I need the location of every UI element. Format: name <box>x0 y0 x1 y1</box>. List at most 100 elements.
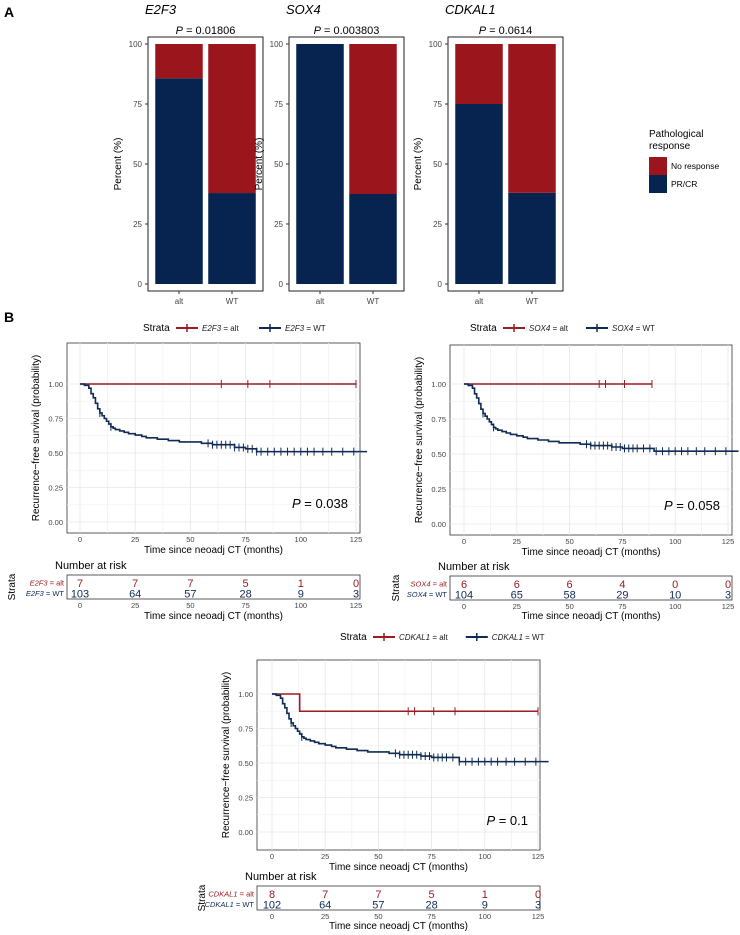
legend-swatch-prcr <box>649 175 667 193</box>
y-tick-label: 100 <box>270 40 284 49</box>
panel-label-b: B <box>4 309 14 325</box>
gene-title: CDKAL1 <box>445 2 496 17</box>
legend-label-no-response: No response <box>671 161 719 171</box>
risk-row-label-0: CDKAL1 = alt <box>208 890 255 899</box>
y-tick-label: 0.25 <box>48 484 63 493</box>
x-tick-label: 0 <box>270 852 274 861</box>
y-tick-label: 100 <box>129 40 143 49</box>
x-tick-label: 50 <box>565 537 573 546</box>
y-tick-label: 0.75 <box>431 415 446 424</box>
risk-x-tick-label: 25 <box>321 912 329 921</box>
risk-value: 57 <box>372 900 384 912</box>
y-tick-label: 0.25 <box>238 794 253 803</box>
risk-row-label-0: E2F3 = alt <box>30 579 65 588</box>
risk-x-tick-label: 50 <box>374 912 382 921</box>
legend-label-0: E2F3 = alt <box>202 324 239 333</box>
legend-label-prcr: PR/CR <box>671 179 697 189</box>
risk-value: 0 <box>535 889 541 901</box>
y-tick-label: 0.50 <box>238 759 253 768</box>
km-chart-e2f3: Strata E2F3 = alt E2F3 = WT0.000.250.500.7… <box>7 323 368 622</box>
y-axis-label: Percent (%) <box>113 138 124 191</box>
y-tick-label: 50 <box>274 160 283 169</box>
risk-table-title: Number at risk <box>438 561 510 573</box>
y-tick-label: 0.50 <box>48 449 63 458</box>
legend-label-0: CDKAL1 = alt <box>399 633 448 642</box>
risk-value: 0 <box>725 579 731 591</box>
x-tick-label: 50 <box>186 535 194 544</box>
risk-x-tick-label: 25 <box>131 601 139 610</box>
strata-title: Strata <box>340 632 367 643</box>
y-tick-label: 0.25 <box>431 485 446 494</box>
risk-value: 7 <box>132 578 138 590</box>
km-chart-cdkal1: Strata CDKAL1 = alt CDKAL1 = WT0.000.250.5… <box>197 632 549 932</box>
y-tick-label: 25 <box>133 220 142 229</box>
risk-value: 3 <box>535 900 541 912</box>
gene-title: SOX4 <box>286 2 321 17</box>
y-tick-label: 0.50 <box>431 450 446 459</box>
y-tick-label: 1.00 <box>431 380 446 389</box>
risk-value: 7 <box>77 578 83 590</box>
legend-swatch-no-response <box>649 157 667 175</box>
bar-prcr-wt <box>508 192 556 284</box>
risk-x-axis-label: Time since neoadj CT (months) <box>144 611 283 622</box>
x-tick-label: 125 <box>350 535 363 544</box>
x-tick-label: 0 <box>78 535 82 544</box>
risk-x-tick-label: 0 <box>462 602 466 611</box>
y-axis-label: Percent (%) <box>413 138 424 191</box>
risk-value: 57 <box>184 589 196 601</box>
x-tick-label: alt <box>316 297 325 306</box>
risk-row-label-0: SOX4 = alt <box>411 580 448 589</box>
gene-title: E2F3 <box>145 2 177 17</box>
risk-x-tick-label: 50 <box>565 602 573 611</box>
km-chart-sox4: Strata SOX4 = alt SOX4 = WT0.000.250.500.7… <box>391 323 739 622</box>
bar-legend-title-2: response <box>649 141 691 152</box>
risk-x-tick-label: 75 <box>427 912 435 921</box>
risk-value: 6 <box>461 579 467 591</box>
bar-no-response-wt <box>349 44 397 194</box>
bar-prcr-alt <box>296 44 344 284</box>
risk-row-label-1: E2F3 = WT <box>26 589 65 598</box>
km-p-value: P = 0.1 <box>486 813 528 828</box>
y-axis-label: Recurrence−free survival (probability) <box>31 355 42 521</box>
y-tick-label: 1.00 <box>238 690 253 699</box>
risk-value: 5 <box>243 578 249 590</box>
km-curve-1 <box>80 383 368 453</box>
legend-label-1: SOX4 = WT <box>612 324 655 333</box>
risk-table-title: Number at risk <box>55 560 127 572</box>
risk-value: 7 <box>187 578 193 590</box>
strata-title: Strata <box>143 323 170 334</box>
risk-value: 0 <box>672 579 678 591</box>
risk-value: 4 <box>619 579 625 591</box>
bar-no-response-alt <box>155 44 203 79</box>
x-axis-label: Time since neoadj CT (months) <box>522 547 661 558</box>
risk-value: 1 <box>482 889 488 901</box>
km-curve-1 <box>272 693 549 763</box>
risk-x-tick-label: 125 <box>350 601 363 610</box>
risk-value: 28 <box>425 900 437 912</box>
risk-value: 6 <box>514 579 520 591</box>
x-tick-label: 75 <box>427 852 435 861</box>
p-value: P = 0.0614 <box>479 25 533 37</box>
y-tick-label: 0.75 <box>238 725 253 734</box>
x-tick-label: 100 <box>479 852 492 861</box>
risk-value: 103 <box>71 589 89 601</box>
risk-table-border <box>66 574 361 600</box>
panel-label-a: A <box>4 4 14 20</box>
risk-x-tick-label: 100 <box>479 912 492 921</box>
risk-value: 29 <box>616 590 628 602</box>
risk-x-tick-label: 0 <box>270 912 274 921</box>
x-tick-label: 100 <box>295 535 308 544</box>
bar-no-response-wt <box>508 44 556 193</box>
y-tick-label: 0.00 <box>48 518 63 527</box>
km-legend: Strata E2F3 = alt E2F3 = WT <box>143 323 326 334</box>
risk-x-tick-label: 100 <box>295 601 308 610</box>
risk-x-axis-label: Time since neoadj CT (months) <box>329 921 468 932</box>
bar-chart-sox4: SOX4 P = 0.003803 0 25 50 75 100 Percent (%) alt… <box>254 2 405 306</box>
risk-value: 64 <box>319 900 331 912</box>
risk-value: 104 <box>455 590 473 602</box>
x-tick-label: WT <box>367 297 380 306</box>
bar-chart-cdkal1: CDKAL1 P = 0.0614 0 25 50 75 100 Percent (%) alt… <box>413 2 564 306</box>
bar-legend: Pathological response No response PR/CR <box>649 129 719 193</box>
